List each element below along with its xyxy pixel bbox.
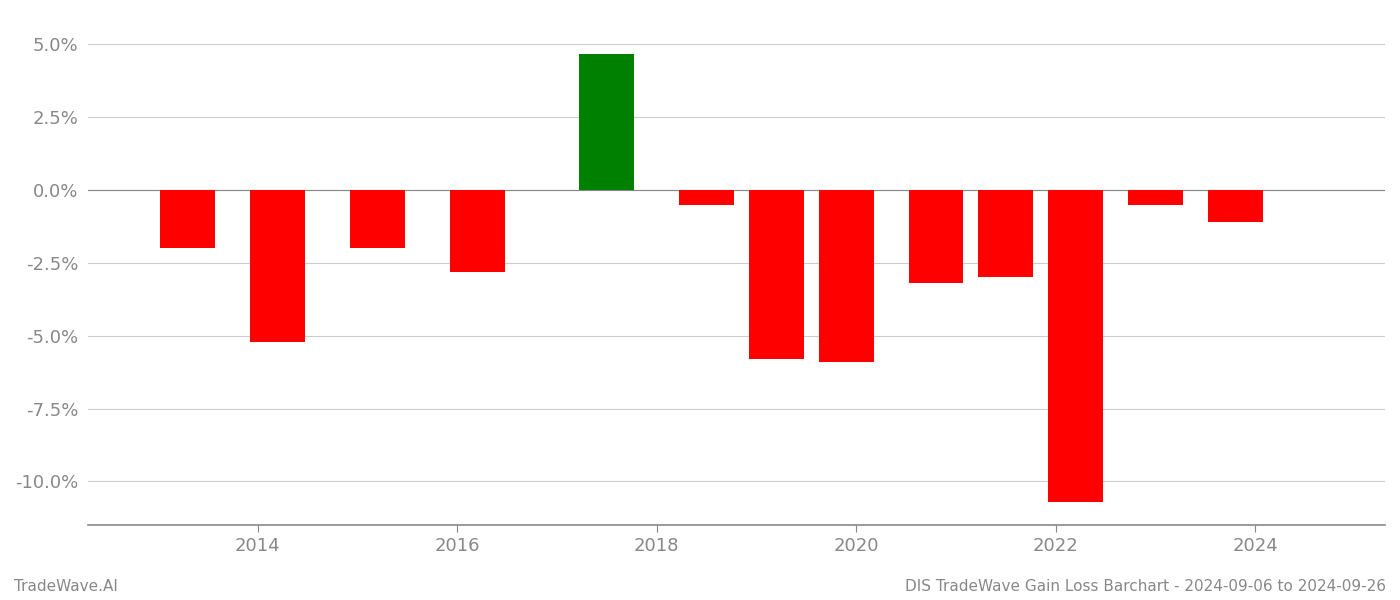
Bar	[580, 55, 634, 190]
Bar	[909, 190, 963, 283]
Bar	[251, 190, 305, 341]
Bar	[1049, 190, 1103, 502]
Bar	[819, 190, 874, 362]
Bar	[979, 190, 1033, 277]
Bar	[449, 190, 504, 272]
Bar	[1128, 190, 1183, 205]
Bar	[350, 190, 405, 248]
Bar	[679, 190, 734, 205]
Bar	[749, 190, 804, 359]
Bar	[161, 190, 216, 248]
Bar	[1208, 190, 1263, 222]
Text: TradeWave.AI: TradeWave.AI	[14, 579, 118, 594]
Text: DIS TradeWave Gain Loss Barchart - 2024-09-06 to 2024-09-26: DIS TradeWave Gain Loss Barchart - 2024-…	[904, 579, 1386, 594]
